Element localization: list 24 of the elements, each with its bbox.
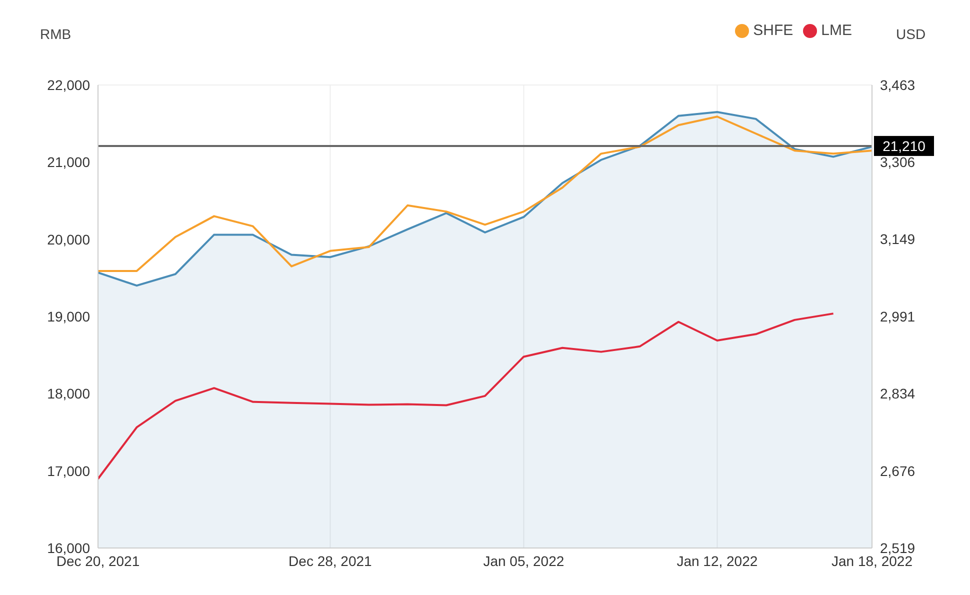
y-tick-label: 21,000 <box>47 154 90 170</box>
line-series <box>98 312 834 480</box>
y2-tick-label: 3,463 <box>880 76 916 93</box>
y2-axis-title: USD <box>896 26 926 42</box>
line-series <box>98 116 872 272</box>
y2-tick-label: 3,149 <box>880 230 916 247</box>
y-tick-label: 16,000 <box>47 540 90 556</box>
y2-tick-label: 3,306 <box>880 154 916 170</box>
x-tick-label: Dec 28, 2021 <box>288 552 372 569</box>
x-tick-label: Jan 12, 2022 <box>676 552 758 569</box>
ref-line-label: 21,210 <box>882 138 926 154</box>
y-tick-label: 19,000 <box>47 308 90 324</box>
y-axis-title: RMB <box>40 26 72 42</box>
y-tick-label: 22,000 <box>47 76 90 93</box>
legend-label: SHFE <box>753 22 794 39</box>
legend-label: LME <box>821 22 852 39</box>
y2-tick-label: 2,834 <box>880 385 916 402</box>
y-tick-label: 18,000 <box>47 386 90 402</box>
y2-tick-label: 2,676 <box>880 462 916 479</box>
y2-tick-label: 2,991 <box>880 308 916 324</box>
y-tick-label: 20,000 <box>47 231 90 248</box>
y-tick-label: 17,000 <box>47 462 90 479</box>
x-tick-label: Jan 05, 2022 <box>483 552 564 569</box>
y2-tick-label: 2,519 <box>880 540 916 556</box>
